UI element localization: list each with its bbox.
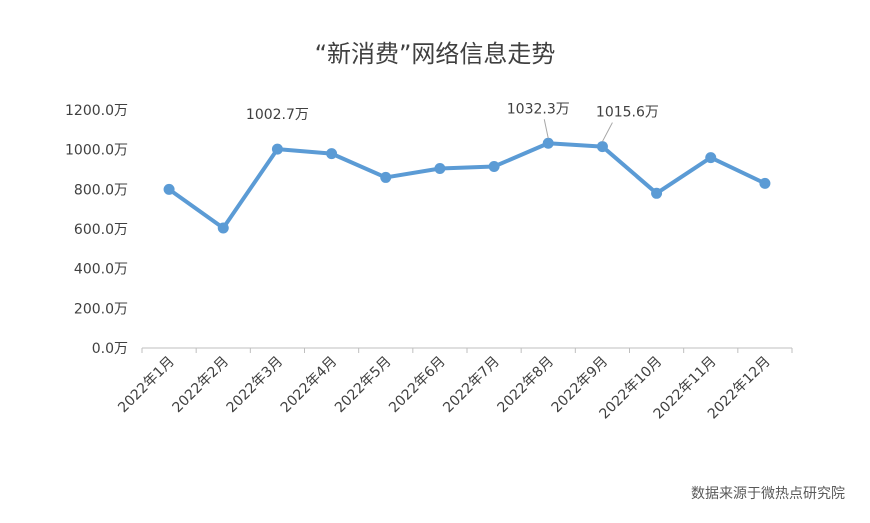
leader-line [601,122,613,142]
data-point [596,141,608,153]
y-tick-label: 800.0万 [74,182,128,198]
data-point [542,137,554,149]
data-label: 1002.7万 [246,107,309,123]
x-tick-label: 2022年7月 [440,354,503,417]
data-point [705,152,717,164]
y-tick-label: 400.0万 [74,262,128,278]
x-tick-label: 2022年6月 [386,354,449,417]
y-tick-label: 200.0万 [74,301,128,317]
data-label: 1032.3万 [507,101,570,117]
data-label: 1015.6万 [596,105,659,121]
x-tick-label: 2022年4月 [278,354,341,417]
data-point [651,187,663,199]
data-point [380,171,392,183]
x-tick-label: 2022年5月 [332,354,395,417]
data-point [759,177,771,189]
x-tick-label: 2022年3月 [224,354,287,417]
data-point [434,163,446,175]
data-line [167,141,766,231]
data-point [488,161,500,173]
x-tick-label: 2022年8月 [494,354,557,417]
chart-title: “新消费”网络信息走势 [315,40,556,68]
data-point [217,222,229,234]
y-tick-label: 0.0万 [92,341,128,357]
y-tick-label: 1000.0万 [65,143,128,159]
y-tick-label: 1200.0万 [65,103,128,119]
source-note: 数据来源于微热点研究院 [691,486,845,502]
data-point [326,148,338,160]
data-point [271,143,283,155]
leader-line [543,119,549,139]
y-tick-label: 600.0万 [74,222,128,238]
data-point [163,183,175,195]
x-tick-label: 2022年2月 [169,354,232,417]
x-tick-label: 2022年1月 [115,354,178,417]
